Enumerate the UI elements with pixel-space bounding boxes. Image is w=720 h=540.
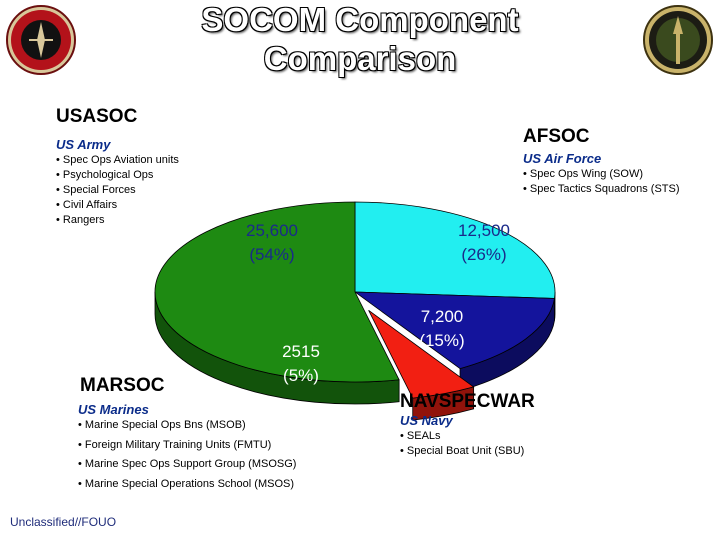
afsoc-heading: AFSOC — [523, 126, 590, 147]
list-item: Special Boat Unit (SBU) — [400, 444, 524, 459]
marsoc-list: Marine Special Ops Bns (MSOB) Foreign Mi… — [78, 418, 297, 496]
title-line-2: Comparison — [263, 40, 457, 77]
list-item: Spec Tactics Squadrons (STS) — [523, 182, 680, 197]
pie-slice-7200 — [353, 291, 555, 370]
list-item: Psychological Ops — [56, 168, 179, 183]
marsoc-emblem-icon — [6, 5, 76, 75]
usasoc-subtitle: US Army — [56, 137, 111, 152]
page-title: SOCOM Component Comparison — [140, 0, 580, 78]
afsoc-list: Spec Ops Wing (SOW) Spec Tactics Squadro… — [523, 167, 680, 197]
list-item: Civil Affairs — [56, 198, 179, 213]
pie-slice-label: 12,500 (26%) — [458, 221, 510, 264]
usasoc-list: Spec Ops Aviation units Psychological Op… — [56, 153, 179, 228]
navspecwar-list: SEALs Special Boat Unit (SBU) — [400, 429, 524, 459]
list-item: Rangers — [56, 213, 179, 228]
list-item: SEALs — [400, 429, 524, 444]
pie-slice-2515 — [368, 310, 475, 399]
marsoc-subtitle: US Marines — [78, 402, 149, 417]
list-item: Spec Ops Aviation units — [56, 153, 179, 168]
pie-slice-label: 25,600 (54%) — [246, 221, 298, 264]
pie-slice-label: 2515 (5%) — [282, 342, 320, 385]
list-item: Marine Spec Ops Support Group (MSOSG) — [78, 457, 297, 472]
pie-slice-label: 7,200 (15%) — [419, 307, 464, 350]
socom-emblem-icon — [643, 5, 713, 75]
list-item: Marine Special Ops Bns (MSOB) — [78, 418, 296, 433]
navspecwar-heading: NAVSPECWAR — [400, 391, 535, 412]
pie-slice-25600 — [154, 201, 400, 383]
usasoc-heading: USASOC — [56, 106, 138, 127]
marsoc-heading: MARSOC — [80, 375, 165, 396]
classification-footer: Unclassified//FOUO — [10, 515, 117, 529]
list-item: Foreign Military Training Units (FMTU) — [78, 438, 296, 453]
afsoc-subtitle: US Air Force — [523, 151, 602, 166]
pie-slice-12500 — [354, 201, 556, 299]
navspecwar-subtitle: US Navy — [400, 413, 453, 428]
title-line-1: SOCOM Component — [201, 1, 519, 38]
list-item: Marine Special Operations School (MSOS) — [78, 477, 296, 492]
list-item: Special Forces — [56, 183, 179, 198]
list-item: Spec Ops Wing (SOW) — [523, 167, 680, 182]
